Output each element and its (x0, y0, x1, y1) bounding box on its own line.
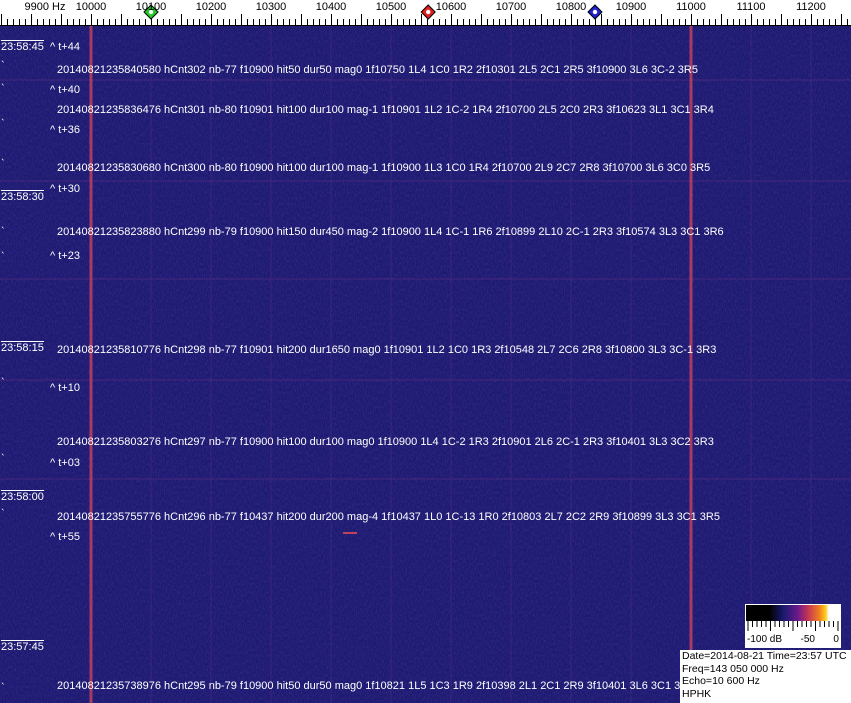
waterfall-noise (0, 26, 851, 703)
row-tick-mark: ` (1, 508, 5, 520)
grid-line (270, 26, 272, 703)
info-echo: Echo=10 600 Hz (682, 675, 760, 687)
colorbar-label-max: 0 (833, 634, 839, 645)
row-tick-mark: ` (1, 251, 5, 263)
time-marker: ^ t+30 (50, 183, 80, 195)
row-tick-mark: ` (1, 453, 5, 465)
grid-line (330, 26, 332, 703)
row-tick-mark: ` (1, 118, 5, 130)
row-tick-mark: ` (1, 60, 5, 72)
detection-line: 20140821235836476 hCnt301 nb-80 f10901 h… (57, 104, 714, 116)
time-marker: ^ t+36 (50, 124, 80, 136)
time-marker: ^ t+03 (50, 457, 80, 469)
timestamp-label: 23:58:30 (1, 190, 44, 203)
green-marker-icon[interactable] (143, 4, 159, 20)
row-tick-mark: ` (1, 83, 5, 95)
grid-line (210, 26, 212, 703)
frequency-label: 10500 (375, 1, 407, 13)
grid-line (630, 26, 632, 703)
detection-line: 20140821235803276 hCnt297 nb-77 f10900 h… (57, 436, 714, 448)
frequency-label: 10100 (135, 1, 167, 13)
detection-line: 20140821235738976 hCnt295 nb-79 f10900 h… (57, 680, 695, 692)
row-tick-mark: ` (1, 226, 5, 238)
info-datetime: Date=2014-08-21 Time=23:57 UTC (682, 650, 847, 662)
echo-trace (343, 532, 357, 534)
frequency-label: 11100 (736, 1, 766, 13)
frequency-ticks (0, 4, 851, 26)
frequency-label: 10600 (435, 1, 467, 13)
info-freq: Freq=143 050 000 Hz (682, 662, 784, 675)
time-marker: ^ t+55 (50, 531, 80, 543)
time-marker: ^ t+40 (50, 84, 80, 96)
timestamp-label: 23:58:00 (1, 490, 44, 503)
row-tick-mark: ` (1, 682, 5, 694)
timestamp-label: 23:58:15 (1, 341, 44, 354)
carrier-line (689, 26, 693, 703)
detection-line: 20140821235840580 hCnt302 nb-77 f10900 h… (57, 64, 698, 76)
timestamp-label: 23:58:45 (1, 40, 44, 53)
frequency-label: 10400 (315, 1, 347, 13)
frequency-label: 11200 (796, 1, 826, 13)
grid-line (750, 26, 752, 703)
frequency-axis: 9900 Hz 10000 10100 10200 10300 10400 10500 10… (0, 0, 851, 26)
colorbar: -100 dB -50 0 (745, 604, 841, 648)
colorbar-label-mid: -50 (800, 634, 815, 645)
frequency-label: 10800 (555, 1, 587, 13)
time-marker: ^ t+10 (50, 382, 80, 394)
frequency-label: 10200 (195, 1, 227, 13)
grid-line (390, 26, 392, 703)
info-station: HPHK (682, 687, 712, 700)
detection-line: 20140821235810776 hCnt298 nb-77 f10901 h… (57, 344, 717, 356)
grid-line (150, 26, 152, 703)
frequency-label: 10300 (255, 1, 287, 13)
grid-line (510, 26, 512, 703)
info-box: Date=2014-08-21 Time=23:57 UTC Freq=143 … (680, 650, 851, 703)
frequency-label: 10900 (615, 1, 647, 13)
timestamp-label: 23:57:45 (1, 640, 44, 653)
frequency-unit-label: 9900 Hz (24, 1, 66, 13)
carrier-line (89, 26, 93, 703)
time-marker: ^ t+23 (50, 250, 80, 262)
frequency-label: 10000 (75, 1, 107, 13)
waterfall-display[interactable] (0, 26, 851, 703)
detection-line: 20140821235755776 hCnt296 nb-77 f10437 h… (57, 511, 720, 523)
grid-line (570, 26, 572, 703)
frequency-label: 11000 (676, 1, 706, 13)
colorbar-ticks (747, 621, 839, 631)
detection-line: 20140821235823880 hCnt299 nb-79 f10900 h… (57, 226, 724, 238)
colorbar-gradient (746, 605, 840, 621)
row-tick-mark: ` (1, 377, 5, 389)
blue-marker-icon[interactable] (587, 4, 603, 20)
grid-line (810, 26, 812, 703)
row-tick-mark: ` (1, 158, 5, 170)
time-marker: ^ t+44 (50, 41, 80, 53)
red-marker-icon[interactable] (420, 4, 436, 20)
detection-line: 20140821235830680 hCnt300 nb-80 f10900 h… (57, 162, 711, 174)
colorbar-label-min: -100 dB (747, 634, 783, 645)
grid-line (450, 26, 452, 703)
frequency-label: 10700 (495, 1, 527, 13)
